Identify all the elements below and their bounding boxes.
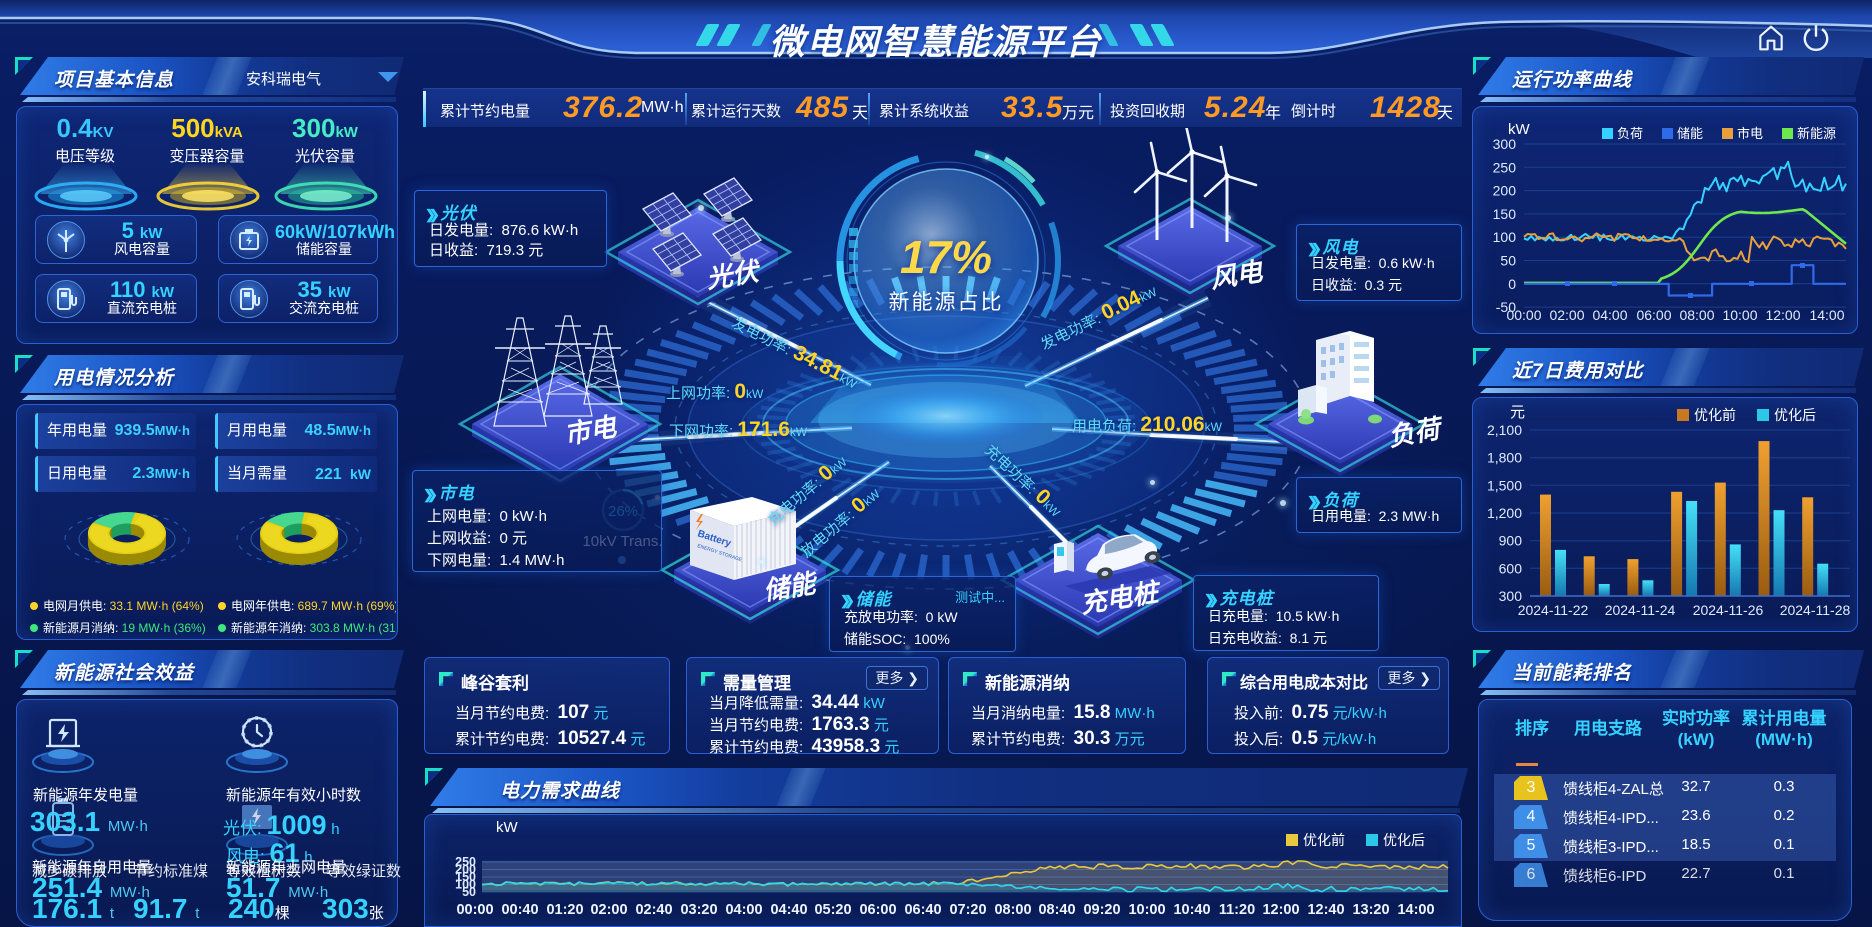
svg-text:负荷: 负荷 — [1617, 126, 1643, 141]
svg-text:04:00: 04:00 — [1592, 307, 1627, 323]
svg-text:kW: kW — [1508, 121, 1531, 138]
svg-text:07:20: 07:20 — [949, 902, 986, 918]
svg-text:300: 300 — [1499, 588, 1523, 604]
svg-text:13:20: 13:20 — [1352, 902, 1389, 918]
svg-text:2024-11-24: 2024-11-24 — [1605, 602, 1676, 618]
svg-text:2024-11-26: 2024-11-26 — [1693, 602, 1764, 618]
svg-text:50: 50 — [462, 885, 476, 899]
svg-text:200: 200 — [1493, 183, 1517, 199]
svg-text:100: 100 — [455, 878, 476, 892]
svg-text:2,100: 2,100 — [1487, 422, 1522, 438]
svg-text:00:00: 00:00 — [1506, 307, 1541, 323]
svg-text:-50: -50 — [1496, 299, 1516, 315]
svg-text:250: 250 — [455, 855, 476, 869]
svg-text:0: 0 — [1508, 276, 1516, 292]
svg-text:00:00: 00:00 — [456, 902, 493, 918]
svg-text:14:00: 14:00 — [1397, 902, 1434, 918]
svg-text:新能源: 新能源 — [1797, 126, 1836, 141]
svg-text:08:00: 08:00 — [1679, 307, 1714, 323]
svg-text:05:20: 05:20 — [814, 902, 851, 918]
svg-text:02:00: 02:00 — [590, 902, 627, 918]
svg-text:06:00: 06:00 — [1636, 307, 1671, 323]
svg-text:150: 150 — [455, 870, 476, 884]
svg-text:00:40: 00:40 — [501, 902, 538, 918]
svg-text:50: 50 — [1500, 253, 1516, 269]
svg-text:04:40: 04:40 — [770, 902, 807, 918]
svg-text:12:00: 12:00 — [1262, 902, 1299, 918]
svg-text:08:40: 08:40 — [1038, 902, 1075, 918]
svg-text:12:00: 12:00 — [1765, 307, 1800, 323]
svg-text:2024-11-22: 2024-11-22 — [1518, 602, 1589, 618]
svg-text:09:20: 09:20 — [1083, 902, 1120, 918]
svg-text:1,800: 1,800 — [1487, 450, 1522, 466]
svg-text:04:00: 04:00 — [725, 902, 762, 918]
svg-text:优化前: 优化前 — [1694, 407, 1736, 423]
svg-text:储能: 储能 — [1677, 126, 1703, 141]
svg-text:200: 200 — [455, 863, 476, 877]
svg-text:300: 300 — [1493, 136, 1517, 152]
svg-text:10:40: 10:40 — [1173, 902, 1210, 918]
svg-text:06:40: 06:40 — [904, 902, 941, 918]
svg-text:优化前: 优化前 — [1303, 832, 1345, 848]
svg-text:100: 100 — [1493, 229, 1517, 245]
svg-text:08:00: 08:00 — [994, 902, 1031, 918]
svg-text:600: 600 — [1499, 560, 1523, 576]
svg-text:1,500: 1,500 — [1487, 477, 1522, 493]
svg-text:10:00: 10:00 — [1128, 902, 1165, 918]
svg-text:优化后: 优化后 — [1774, 407, 1816, 423]
svg-text:14:00: 14:00 — [1809, 307, 1844, 323]
svg-text:06:00: 06:00 — [859, 902, 896, 918]
svg-text:10:00: 10:00 — [1722, 307, 1757, 323]
svg-text:优化后: 优化后 — [1383, 832, 1425, 848]
svg-text:kW: kW — [496, 819, 519, 836]
svg-text:12:40: 12:40 — [1307, 902, 1344, 918]
svg-text:900: 900 — [1499, 533, 1523, 549]
svg-text:市电: 市电 — [1737, 126, 1763, 141]
svg-text:01:20: 01:20 — [546, 902, 583, 918]
svg-text:2024-11-28: 2024-11-28 — [1780, 602, 1851, 618]
svg-text:11:20: 11:20 — [1219, 902, 1255, 918]
svg-text:02:00: 02:00 — [1549, 307, 1584, 323]
svg-text:02:40: 02:40 — [635, 902, 672, 918]
svg-text:03:20: 03:20 — [680, 902, 717, 918]
svg-text:250: 250 — [1493, 159, 1517, 175]
svg-text:1,200: 1,200 — [1487, 505, 1522, 521]
svg-text:150: 150 — [1493, 206, 1517, 222]
svg-text:元: 元 — [1510, 404, 1525, 421]
